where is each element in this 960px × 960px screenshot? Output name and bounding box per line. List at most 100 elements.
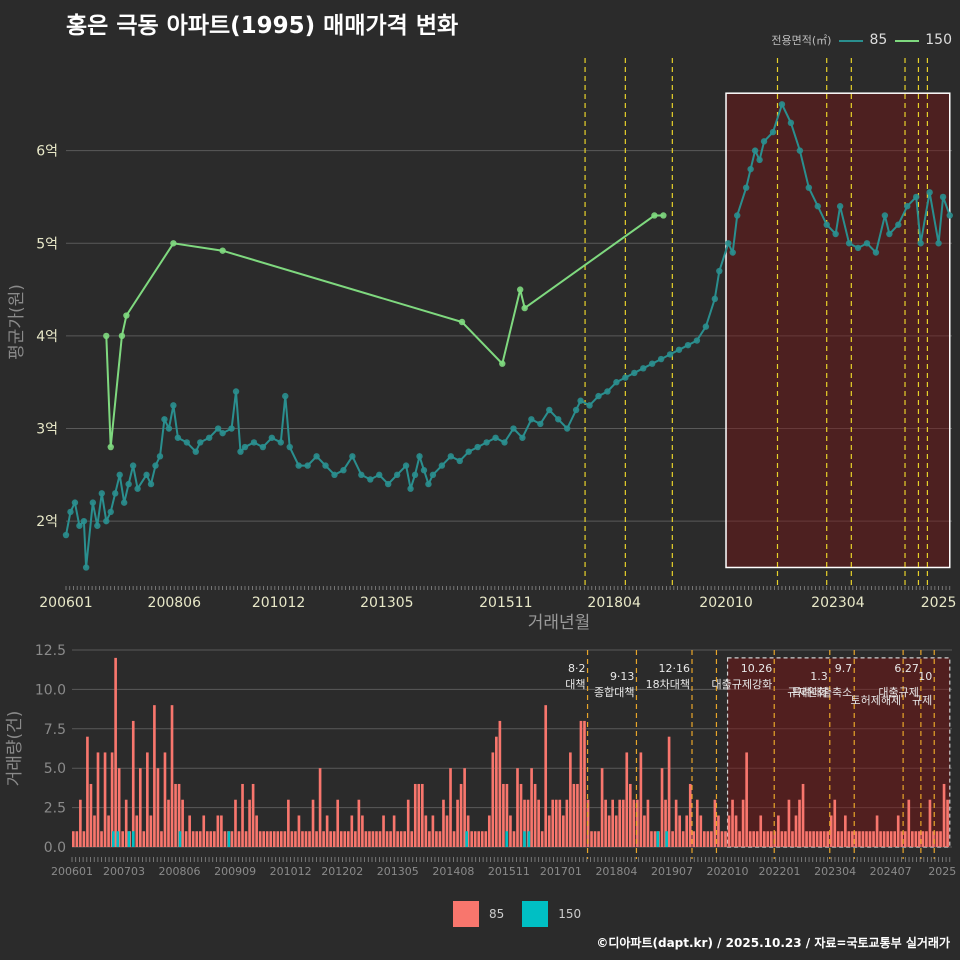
volume-bar-85	[322, 831, 325, 847]
volume-bar-85	[893, 831, 897, 847]
price-point-85	[192, 448, 199, 455]
volume-bar-85	[350, 815, 354, 847]
volume-bar-85	[755, 831, 759, 847]
volume-bar-85	[403, 831, 407, 847]
volume-bar-85	[710, 831, 713, 847]
volume-bar-85	[174, 783, 177, 847]
volume-x-tick-label: 202304	[814, 865, 856, 878]
volume-bar-85	[269, 831, 273, 847]
price-point-85	[657, 355, 665, 363]
price-point-85	[282, 392, 289, 400]
price-point-85	[613, 379, 620, 386]
volume-bar-85	[653, 831, 657, 847]
volume-bar-85	[505, 783, 509, 847]
volume-bar-85	[791, 831, 794, 847]
price-point-85	[537, 420, 544, 428]
price-point-85	[62, 531, 70, 539]
price-point-85	[622, 374, 629, 381]
volume-bar-85	[79, 799, 82, 847]
volume-bar-85	[935, 831, 939, 847]
price-x-tick-label: 200806	[148, 595, 202, 611]
price-y-tick-label: 5억	[36, 236, 58, 252]
legend-bottom-label-85: 85	[489, 907, 505, 921]
volume-event-label: 규제	[912, 694, 932, 707]
volume-bar-85	[406, 799, 410, 847]
volume-bar-85	[787, 799, 791, 847]
price-point-85	[886, 230, 893, 238]
price-x-tick-label: 2025	[921, 595, 957, 611]
volume-bar-85	[251, 783, 255, 847]
volume-bar-85	[766, 831, 770, 847]
price-point-150	[123, 312, 130, 319]
volume-chart: 0.0 2.5 5.0 7.5 10.0 12.5 8·2 대책 9·13 종합대책 12·16 18…	[5, 643, 956, 878]
volume-bar-85	[294, 831, 297, 847]
price-point-85	[742, 184, 750, 191]
volume-bar-85	[745, 752, 748, 847]
volume-y-axis-title: 거래량(건)	[5, 711, 25, 787]
price-point-85	[393, 471, 401, 479]
price-point-85	[402, 462, 410, 469]
volume-bar-85	[946, 799, 949, 847]
volume-bar-85	[336, 799, 340, 847]
price-point-85	[331, 471, 338, 479]
volume-bar-85	[865, 831, 868, 847]
volume-bar-85	[925, 831, 928, 847]
price-point-85	[170, 402, 177, 409]
volume-bar-85	[431, 815, 435, 847]
volume-bar-85	[100, 831, 103, 847]
price-point-85	[756, 156, 763, 164]
price-point-85	[120, 499, 128, 506]
price-point-85	[129, 462, 137, 469]
price-point-85	[872, 249, 880, 256]
volume-bar-85	[181, 799, 184, 847]
volume-bar-150	[505, 831, 508, 847]
price-point-85	[510, 425, 517, 432]
volume-bar-85	[646, 799, 650, 847]
price-point-85	[286, 443, 293, 451]
volume-bar-85	[590, 831, 593, 847]
price-point-85	[734, 212, 741, 219]
price-point-85	[295, 462, 302, 469]
price-point-85	[89, 499, 97, 506]
price-point-85	[640, 365, 647, 372]
price-x-axis-title: 거래년월	[528, 613, 591, 633]
volume-bar-85	[311, 799, 315, 847]
volume-bar-85	[840, 831, 844, 847]
volume-bar-85	[491, 752, 495, 847]
legend-item-85: 85	[839, 32, 887, 48]
volume-bar-150	[132, 831, 135, 847]
volume-bar-85	[131, 720, 135, 847]
price-point-85	[805, 184, 813, 191]
volume-bar-85	[107, 815, 110, 847]
volume-event-label: 대출규제	[878, 686, 918, 699]
volume-bar-85	[153, 705, 156, 847]
volume-bar-85	[329, 831, 332, 847]
price-point-85	[407, 485, 414, 492]
volume-bar-85	[276, 831, 280, 847]
price-point-85	[367, 476, 374, 483]
price-point-85	[197, 439, 204, 446]
volume-bar-85	[808, 831, 812, 847]
volume-y-tick-label: 7.5	[44, 722, 66, 738]
price-point-85	[716, 267, 723, 275]
volume-bar-85	[146, 752, 149, 847]
volume-bar-85	[346, 831, 350, 847]
volume-bar-85	[911, 831, 914, 847]
price-point-85	[456, 457, 463, 465]
price-point-85	[349, 453, 356, 460]
price-point-85	[313, 453, 320, 460]
volume-event-date: 8·2	[568, 662, 586, 675]
price-point-85	[165, 425, 173, 432]
volume-bar-85	[364, 831, 368, 847]
volume-bar-85	[163, 752, 167, 847]
volume-bar-85	[287, 799, 290, 847]
volume-bar-85	[639, 752, 643, 847]
volume-bar-85	[297, 815, 301, 847]
volume-bar-85	[597, 831, 600, 847]
volume-bar-85	[177, 783, 181, 847]
legend-bottom-label-150: 150	[558, 907, 582, 921]
price-point-85	[232, 388, 240, 395]
price-point-85	[94, 522, 101, 529]
volume-x-tick-label: 202201	[759, 865, 801, 878]
